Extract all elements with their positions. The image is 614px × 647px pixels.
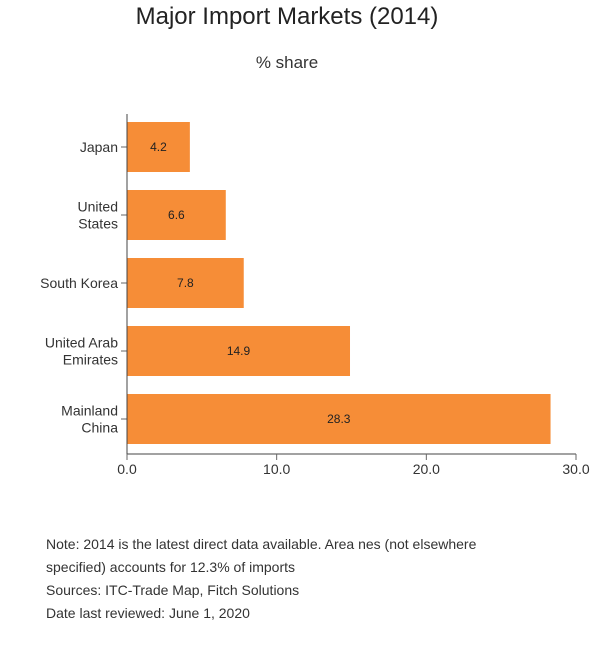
x-tick-label: 30.0 bbox=[562, 461, 589, 477]
date-reviewed-line: Date last reviewed: June 1, 2020 bbox=[46, 605, 250, 621]
bar bbox=[127, 394, 551, 444]
note-line: Note: 2014 is the latest direct data ava… bbox=[46, 536, 477, 552]
y-tick-label: Japan bbox=[80, 139, 118, 155]
chart-title: Major Import Markets (2014) bbox=[135, 3, 439, 30]
bar bbox=[127, 326, 351, 376]
y-tick-label: South Korea bbox=[40, 275, 118, 291]
bar bbox=[127, 190, 226, 240]
bar bbox=[127, 258, 244, 308]
x-tick-label: 10.0 bbox=[263, 461, 290, 477]
y-tick-label: United Arab Emirates bbox=[45, 335, 118, 368]
x-tick-label: 0.0 bbox=[117, 461, 137, 477]
y-tick-label: United States bbox=[78, 199, 118, 232]
bar-chart: 4.2 Japan 6.6 United States 7.8 South Korea 14.… bbox=[40, 114, 590, 477]
data-label: 6.6 bbox=[168, 208, 185, 222]
data-label: 14.9 bbox=[227, 344, 251, 358]
x-tick-label: 20.0 bbox=[413, 461, 440, 477]
data-label: 4.2 bbox=[150, 140, 167, 154]
bar bbox=[127, 122, 190, 172]
sources-line: Sources: ITC-Trade Map, Fitch Solutions bbox=[46, 582, 300, 598]
data-label: 28.3 bbox=[327, 412, 351, 426]
note-line: specified) accounts for 12.3% of imports bbox=[46, 559, 296, 575]
data-label: 7.8 bbox=[177, 276, 194, 290]
y-tick-label: Mainland China bbox=[61, 403, 118, 436]
chart-notes: Note: 2014 is the latest direct data ava… bbox=[46, 533, 586, 625]
chart-subtitle: % share bbox=[255, 53, 319, 72]
